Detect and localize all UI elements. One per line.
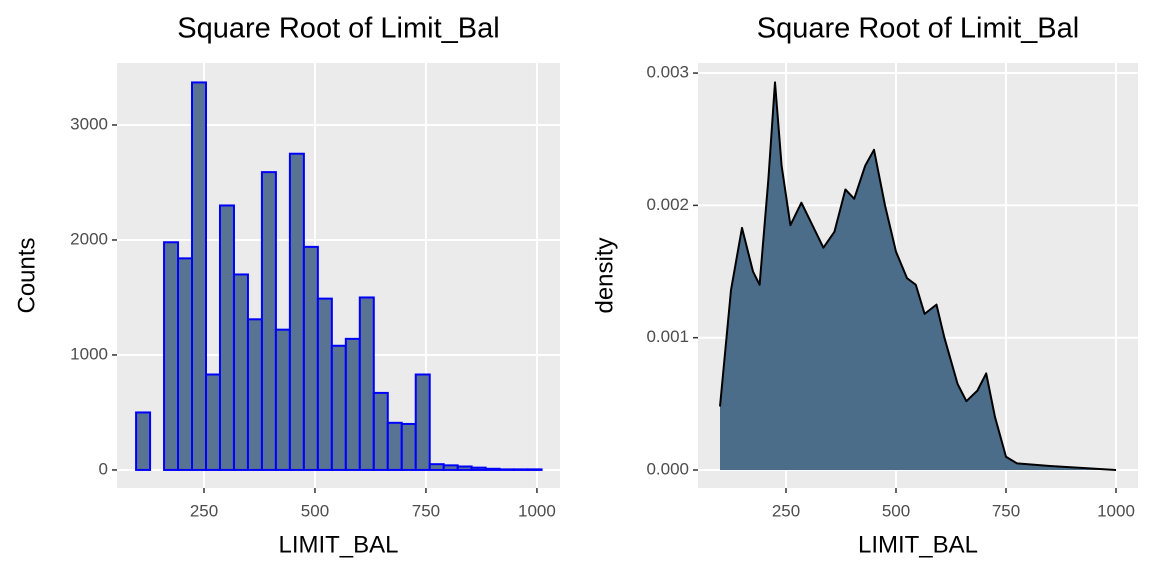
density-line (719, 81, 1117, 472)
bar (204, 373, 221, 471)
bar (316, 297, 333, 471)
x-tick-label: 500 (301, 501, 329, 520)
bar (526, 468, 543, 471)
y-tick-label: 0.001 (646, 327, 689, 346)
y-tick-label: 2000 (70, 229, 108, 248)
x-tick-label: 250 (772, 501, 800, 520)
bar (163, 241, 180, 471)
bar (442, 464, 459, 471)
bar (428, 463, 445, 471)
bar (400, 422, 417, 471)
bar (135, 411, 152, 471)
y-axis-title: Counts (13, 237, 40, 313)
bar (246, 318, 263, 471)
x-tick-label: 500 (882, 501, 910, 520)
bar (358, 296, 375, 471)
x-tick-label: 250 (190, 501, 218, 520)
y-tick-label: 3000 (70, 114, 108, 133)
bar (414, 373, 431, 471)
x-tick-label: 750 (412, 501, 440, 520)
x-axis-title: LIMIT_BAL (278, 531, 398, 558)
bar (330, 344, 347, 471)
y-tick-label: 0.003 (646, 63, 689, 82)
bar (470, 466, 487, 471)
x-axis-title: LIMIT_BAL (858, 531, 978, 558)
bar (498, 468, 515, 471)
y-tick-label: 0 (99, 459, 108, 478)
bar (372, 391, 389, 471)
bar (191, 81, 207, 471)
y-tick-label: 0.002 (646, 195, 689, 214)
bar (484, 467, 501, 471)
area (720, 82, 1116, 471)
bar (386, 421, 403, 471)
bar (302, 245, 319, 471)
y-axis-title: density (591, 237, 618, 313)
chart-title: Square Root of Limit_Bal (177, 13, 499, 45)
bar (218, 204, 235, 471)
y-tick-label: 1000 (70, 344, 108, 363)
x-tick-label: 1000 (518, 501, 556, 520)
bar (344, 337, 361, 471)
bar (288, 152, 305, 471)
x-tick-label: 750 (992, 501, 1020, 520)
chart-title: Square Root of Limit_Bal (757, 13, 1079, 45)
bar (274, 328, 291, 471)
bar (512, 468, 529, 471)
bar (260, 171, 277, 471)
bar (232, 273, 249, 471)
y-tick-label: 0.000 (646, 459, 689, 478)
bar (456, 465, 473, 471)
x-tick-label: 1000 (1097, 501, 1135, 520)
bar (177, 257, 194, 471)
